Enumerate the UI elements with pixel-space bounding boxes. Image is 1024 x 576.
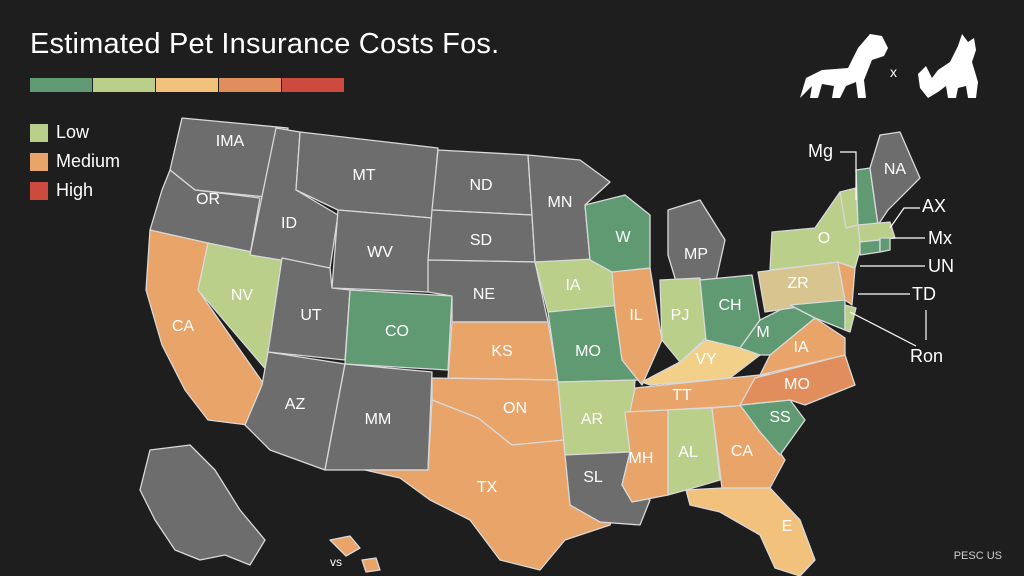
label-wa: IMA	[216, 133, 245, 150]
cat-icon	[918, 34, 978, 98]
legend-item-high: High	[30, 176, 120, 205]
legend-item-low: Low	[30, 118, 120, 147]
label-ga: CA	[731, 443, 754, 460]
state-al	[667, 407, 721, 496]
dog-icon	[800, 34, 888, 98]
label-me: NA	[884, 161, 907, 178]
label-fl: E	[782, 518, 793, 535]
callout-td: TD	[912, 284, 936, 304]
state-hi	[329, 535, 381, 573]
scale-segment	[93, 78, 155, 92]
page-title: Estimated Pet Insurance Costs Fos.	[30, 28, 500, 60]
label-pa: ZR	[787, 275, 808, 292]
label-az: AZ	[285, 396, 306, 413]
label-mt: MT	[352, 167, 375, 184]
callout-lines	[840, 151, 927, 347]
label-tn: TT	[672, 387, 692, 404]
scale-segment	[30, 78, 92, 92]
label-nm: MM	[365, 411, 392, 428]
label-ne: NE	[473, 286, 495, 303]
pet-separator: x	[890, 64, 897, 80]
label-mi: MP	[684, 246, 708, 263]
scale-segment	[156, 78, 218, 92]
label-ar: AR	[581, 411, 603, 428]
state-de	[844, 304, 857, 333]
state-ri	[879, 237, 891, 253]
state-ct	[859, 239, 881, 256]
state-fl	[685, 487, 816, 576]
label-wv: M	[756, 324, 769, 341]
state-ak	[139, 444, 266, 566]
label-ky: VY	[695, 351, 717, 368]
state-me	[869, 131, 921, 226]
legend: Low Medium High	[30, 118, 120, 205]
label-tx: TX	[477, 479, 498, 496]
label-ut: UT	[300, 307, 322, 324]
label-mo: MO	[575, 343, 601, 360]
state-il	[611, 267, 663, 386]
legend-label: Low	[56, 122, 90, 142]
callout-ax: AX	[922, 196, 947, 216]
label-nd: ND	[469, 177, 492, 194]
label-al: AL	[678, 444, 698, 461]
callout-mg: Mg	[808, 141, 834, 161]
label-oh: CH	[718, 297, 741, 314]
label-sd: SD	[470, 232, 492, 249]
state-mi	[667, 199, 726, 289]
state-in	[659, 277, 707, 363]
label-ak: vs	[330, 555, 342, 569]
label-id: ID	[281, 215, 297, 232]
label-va: IA	[793, 339, 808, 356]
legend-label: High	[56, 180, 94, 200]
legend-swatch	[30, 181, 48, 200]
scale-segment	[282, 78, 344, 92]
label-ia: IA	[565, 277, 580, 294]
footer-credit: PESC US	[953, 550, 1002, 562]
label-wi: W	[615, 229, 631, 246]
scale-segment	[219, 78, 281, 92]
callout-ron: Ron	[910, 346, 944, 366]
label-nc: MO	[784, 376, 810, 393]
state-wa	[169, 117, 289, 199]
label-ny: O	[818, 230, 830, 247]
label-ks: KS	[491, 343, 512, 360]
label-ca: CA	[172, 318, 195, 335]
callout-mx: Mx	[928, 228, 952, 248]
label-co: CO	[385, 323, 409, 340]
legend-label: Medium	[56, 151, 121, 171]
color-scale-bar	[30, 78, 345, 92]
label-ms: MH	[629, 450, 654, 467]
label-sc: SS	[769, 409, 790, 426]
legend-item-medium: Medium	[30, 147, 120, 176]
label-in: PJ	[671, 307, 690, 324]
label-wy: WV	[367, 244, 393, 261]
label-nv: NV	[231, 287, 254, 304]
state-tx	[364, 399, 621, 571]
label-mn: MN	[548, 194, 573, 211]
label-il: IL	[629, 307, 642, 324]
label-ok: ON	[503, 400, 527, 417]
state-labels: IMA OR CA NV ID MT WV UT CO AZ MM ND SD …	[172, 133, 907, 569]
legend-swatch	[30, 123, 48, 142]
callout-un: UN	[928, 256, 954, 276]
label-la: SL	[583, 469, 603, 486]
label-or: OR	[196, 191, 220, 208]
legend-swatch	[30, 152, 48, 171]
